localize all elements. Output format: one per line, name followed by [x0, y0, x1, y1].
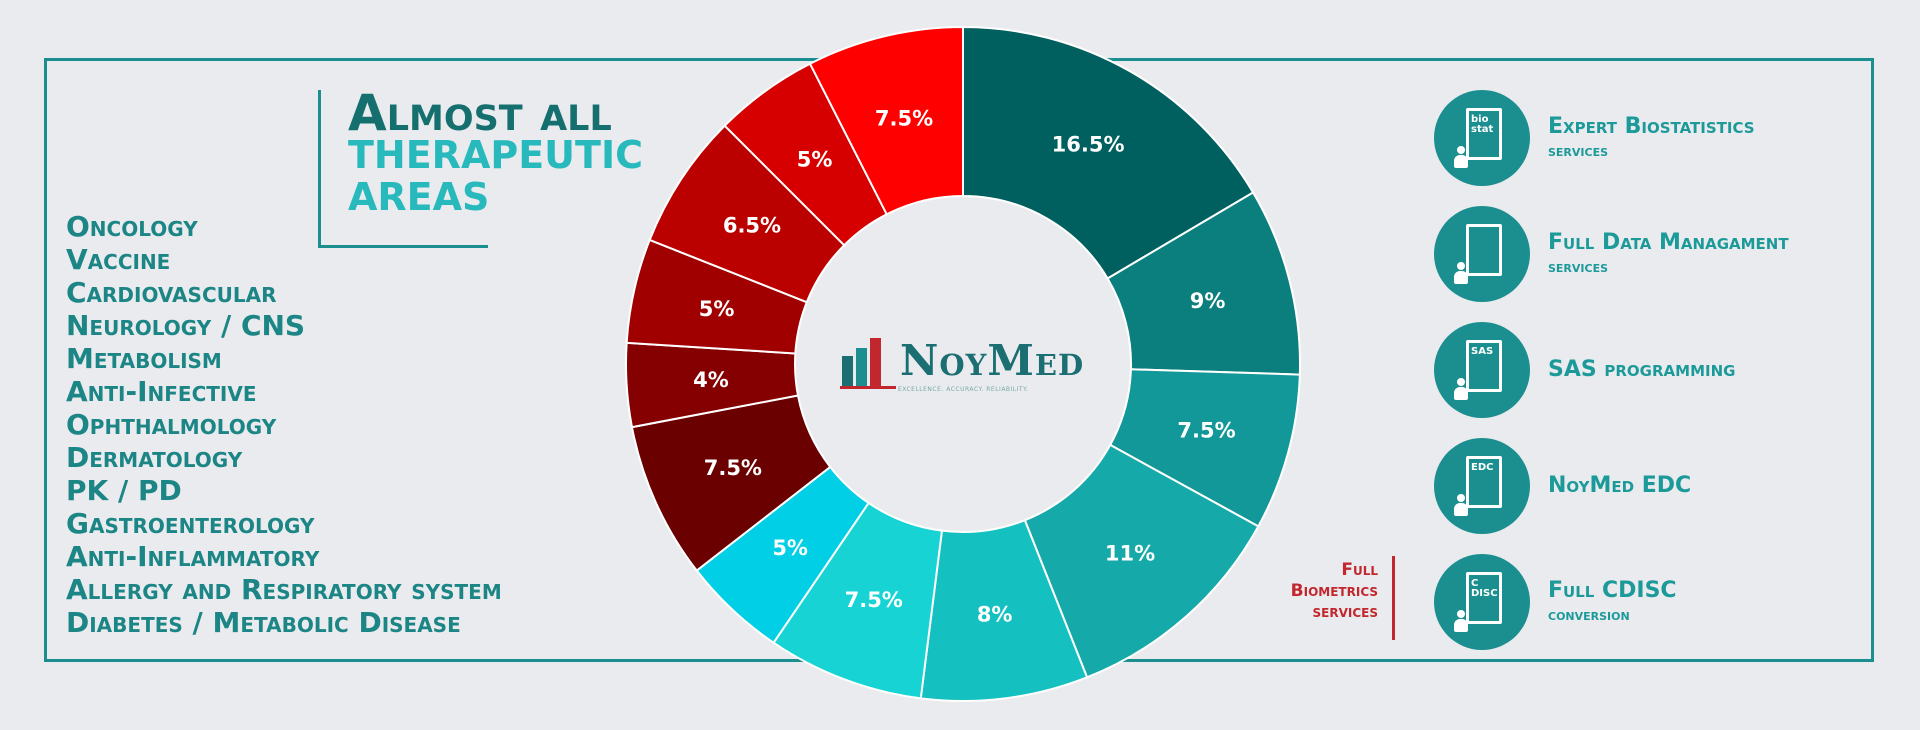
slice-label: 11%	[1105, 541, 1155, 565]
slice-label: 4%	[693, 368, 729, 392]
slice-label: 8%	[977, 603, 1013, 627]
logo-tagline: EXCELLENCE. ACCURACY. RELIABILITY.	[898, 386, 1029, 393]
heading-line2: THERAPEUTIC	[348, 133, 643, 177]
list-item: Vaccine	[66, 243, 171, 276]
list-item: Anti-Infective	[66, 375, 257, 408]
service-item: EDC NoyMed EDC	[1434, 438, 1789, 534]
heading-bracket	[318, 90, 488, 248]
list-item: Diabetes / Metabolic Disease	[66, 606, 461, 639]
service-item: Full Data Managament services	[1434, 206, 1789, 302]
list-item: Dermatology	[66, 441, 243, 474]
slice-label: 7.5%	[845, 588, 903, 612]
service-item: C DISC Full CDISC conversion	[1434, 554, 1789, 650]
list-item: Ophthalmology	[66, 408, 277, 441]
service-title: Expert Biostatistics	[1548, 114, 1755, 139]
biometrics-label: Full Biometrics services	[1262, 560, 1378, 623]
biometrics-line3: services	[1312, 602, 1378, 622]
logo-name: NoyMed	[900, 336, 1085, 385]
service-item: SAS SAS programming	[1434, 322, 1789, 418]
slice-label: 5%	[797, 148, 833, 172]
slice-label: 9%	[1190, 289, 1226, 313]
service-subtitle: services	[1548, 141, 1609, 160]
slice-label: 16.5%	[1052, 133, 1125, 157]
service-title: Full Data Managament	[1548, 230, 1789, 255]
biometrics-line2: Biometrics	[1290, 581, 1378, 601]
heading-line3: AREAS	[348, 175, 490, 219]
therapeutic-areas-list: Oncology Vaccine Cardiovascular Neurolog…	[66, 210, 502, 639]
page-heading: Almost all THERAPEUTIC AREAS	[348, 84, 643, 219]
list-item: Gastroenterology	[66, 507, 315, 540]
list-item: PK / PD	[66, 474, 182, 507]
edc-icon: EDC	[1434, 438, 1530, 534]
slice-label: 7.5%	[704, 456, 762, 480]
heading-line1: Almost all	[348, 84, 612, 142]
service-subtitle: services	[1548, 257, 1609, 276]
slice-label: 7.5%	[875, 106, 933, 130]
slice-label: 5%	[772, 536, 808, 560]
service-title: SAS programming	[1548, 357, 1736, 382]
cdisc-icon: C DISC	[1434, 554, 1530, 650]
list-item: Anti-Inflammatory	[66, 540, 320, 573]
service-title: Full CDISC	[1548, 578, 1677, 603]
sas-icon: SAS	[1434, 322, 1530, 418]
data-management-icon	[1434, 206, 1530, 302]
noymed-logo-icon	[840, 338, 896, 389]
slice-label: 6.5%	[723, 213, 781, 237]
biometrics-bracket	[1392, 556, 1395, 640]
slice-label: 5%	[699, 297, 735, 321]
list-item: Metabolism	[66, 342, 222, 375]
donut-slice	[808, 25, 964, 216]
donut-slice	[962, 25, 1255, 280]
services-list: bio stat Expert Biostatistics services F…	[1434, 90, 1789, 670]
list-item: Cardiovascular	[66, 276, 277, 309]
service-item: bio stat Expert Biostatistics services	[1434, 90, 1789, 186]
list-item: Oncology	[66, 210, 198, 243]
biometrics-line1: Full	[1341, 560, 1378, 580]
service-subtitle: conversion	[1548, 605, 1630, 624]
service-title: NoyMed EDC	[1548, 473, 1692, 498]
list-item: Allergy and Respiratory system	[66, 573, 502, 606]
biostat-icon: bio stat	[1434, 90, 1530, 186]
list-item: Neurology / CNS	[66, 309, 306, 342]
slice-label: 7.5%	[1177, 419, 1235, 443]
donut-slice	[1023, 443, 1260, 679]
